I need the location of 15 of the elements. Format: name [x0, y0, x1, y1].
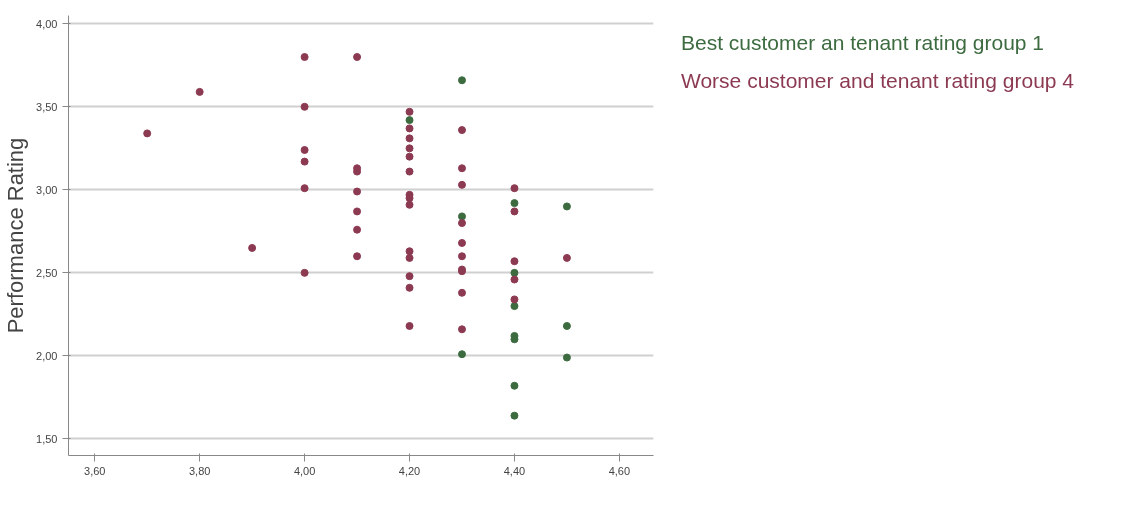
y-tick-label: 3,00 [36, 183, 58, 196]
text: Worse customer and tenant rating group 4 [681, 69, 1075, 93]
x-tick-label: 4,20 [398, 464, 421, 477]
x-tick-label: 4,00 [293, 464, 316, 477]
y-axis-title: Performance Rating [3, 137, 29, 334]
y-tick-label: 2,50 [36, 266, 58, 279]
y-tick-label: 3,50 [36, 100, 58, 113]
x-tick-label: 3,80 [188, 464, 211, 477]
y-tick-label: 4,00 [36, 17, 58, 30]
x-tick-label: 4,40 [503, 464, 526, 477]
y-tick-label: 1,50 [36, 432, 58, 445]
x-tick-label: 3,60 [84, 464, 106, 477]
x-tick-label: 4,60 [608, 464, 631, 477]
text: Best customer an tenant rating group 1 [681, 31, 1045, 55]
y-tick-label: 2,00 [36, 349, 58, 362]
